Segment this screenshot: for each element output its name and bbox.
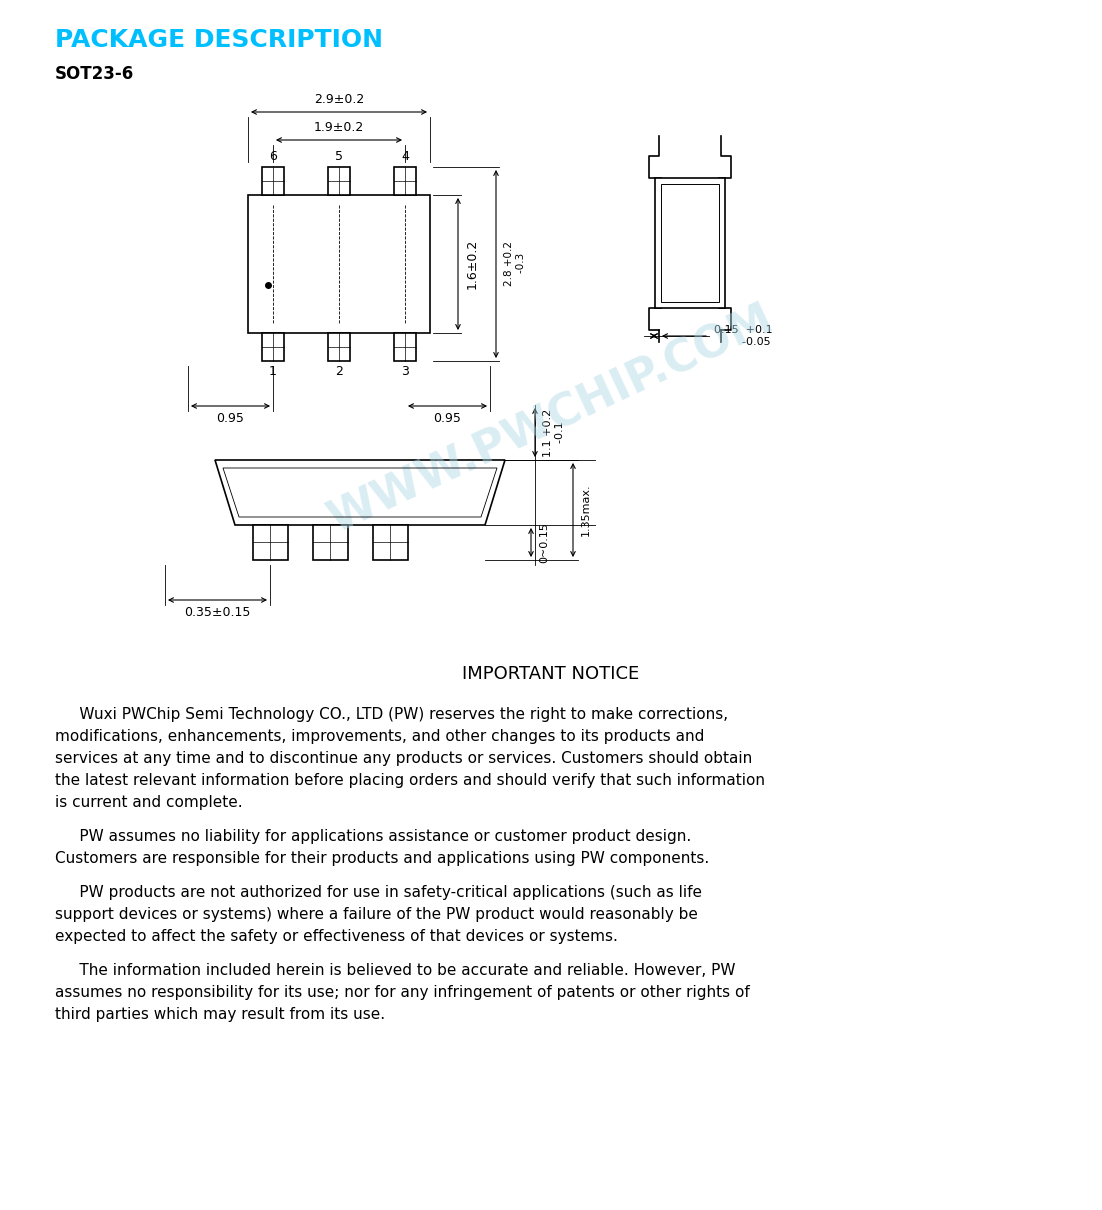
Text: 2.9±0.2: 2.9±0.2 bbox=[314, 93, 364, 106]
Text: the latest relevant information before placing orders and should verify that suc: the latest relevant information before p… bbox=[55, 773, 765, 788]
Text: 1: 1 bbox=[269, 365, 277, 378]
Text: 2.8 +0.2
    -0.3: 2.8 +0.2 -0.3 bbox=[504, 242, 526, 287]
Text: is current and complete.: is current and complete. bbox=[55, 795, 242, 809]
Bar bbox=[328, 333, 350, 361]
Text: 0.35±0.15: 0.35±0.15 bbox=[184, 606, 250, 620]
Text: expected to affect the safety or effectiveness of that devices or systems.: expected to affect the safety or effecti… bbox=[55, 929, 618, 944]
Text: PW products are not authorized for use in safety-critical applications (such as : PW products are not authorized for use i… bbox=[55, 885, 702, 900]
Bar bbox=[253, 525, 288, 560]
Text: SOT23-6: SOT23-6 bbox=[55, 65, 134, 83]
Text: modifications, enhancements, improvements, and other changes to its products and: modifications, enhancements, improvement… bbox=[55, 728, 704, 744]
Text: 5: 5 bbox=[335, 150, 343, 163]
Text: assumes no responsibility for its use; nor for any infringement of patents or ot: assumes no responsibility for its use; n… bbox=[55, 985, 749, 999]
Bar bbox=[395, 333, 415, 361]
Bar bbox=[372, 525, 408, 560]
Text: IMPORTANT NOTICE: IMPORTANT NOTICE bbox=[463, 666, 639, 682]
Text: 1.9±0.2: 1.9±0.2 bbox=[314, 121, 364, 134]
Bar bbox=[395, 167, 415, 195]
Text: WWW.PWCHIP.COM: WWW.PWCHIP.COM bbox=[322, 298, 780, 542]
Bar bbox=[661, 184, 719, 302]
Bar bbox=[655, 178, 725, 309]
Text: PACKAGE DESCRIPTION: PACKAGE DESCRIPTION bbox=[55, 28, 383, 52]
Text: services at any time and to discontinue any products or services. Customers shou: services at any time and to discontinue … bbox=[55, 751, 753, 766]
Text: 1.35max.: 1.35max. bbox=[581, 484, 591, 536]
Text: 3: 3 bbox=[401, 365, 409, 378]
Text: 6: 6 bbox=[269, 150, 277, 163]
Bar bbox=[328, 167, 350, 195]
Text: 0.95: 0.95 bbox=[433, 411, 462, 425]
Bar bbox=[262, 333, 284, 361]
Text: third parties which may result from its use.: third parties which may result from its … bbox=[55, 1007, 385, 1022]
Text: 0.15  +0.1
        -0.05: 0.15 +0.1 -0.05 bbox=[714, 325, 773, 347]
Text: 1.6±0.2: 1.6±0.2 bbox=[466, 238, 479, 289]
Text: support devices or systems) where a failure of the PW product would reasonably b: support devices or systems) where a fail… bbox=[55, 908, 698, 922]
Polygon shape bbox=[215, 460, 505, 525]
Text: Customers are responsible for their products and applications using PW component: Customers are responsible for their prod… bbox=[55, 851, 710, 866]
Text: Wuxi PWChip Semi Technology CO., LTD (PW) reserves the right to make corrections: Wuxi PWChip Semi Technology CO., LTD (PW… bbox=[55, 707, 728, 722]
Text: 2: 2 bbox=[335, 365, 343, 378]
Text: 0.95: 0.95 bbox=[217, 411, 245, 425]
Text: The information included herein is believed to be accurate and reliable. However: The information included herein is belie… bbox=[55, 963, 735, 978]
Text: 4: 4 bbox=[401, 150, 409, 163]
Text: 0~0.15: 0~0.15 bbox=[539, 522, 549, 563]
Bar bbox=[262, 167, 284, 195]
Text: PW assumes no liability for applications assistance or customer product design.: PW assumes no liability for applications… bbox=[55, 829, 691, 845]
Bar bbox=[248, 195, 430, 333]
Text: 1.1 +0.2
    -0.1: 1.1 +0.2 -0.1 bbox=[543, 409, 564, 456]
Bar bbox=[313, 525, 348, 560]
